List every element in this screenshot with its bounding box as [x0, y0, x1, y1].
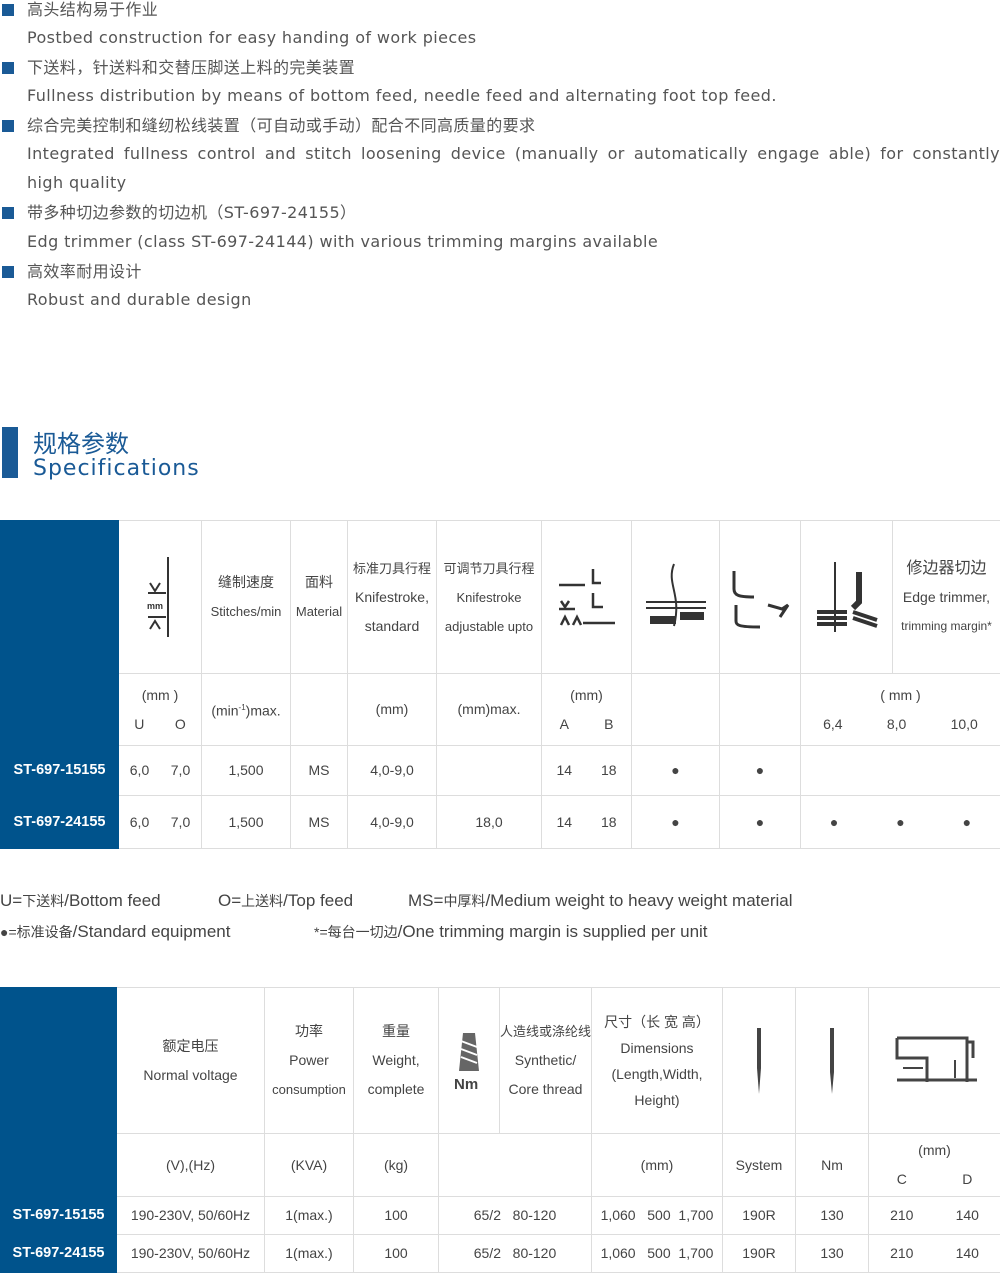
bullet-icon: [2, 4, 14, 16]
needle-feed-icon: [632, 521, 720, 674]
machine-clearance-icon: [869, 988, 1000, 1134]
bullet-icon: [2, 266, 14, 278]
bullet-icon: [2, 207, 14, 219]
needle-system-icon: [723, 988, 796, 1134]
model-header: [1, 521, 119, 746]
units-row: (V),(Hz) (KVA) (kg) (mm) System Nm (mm)C…: [1, 1134, 1000, 1197]
alternating-foot-icon: [720, 521, 801, 674]
model-header: [1, 988, 117, 1197]
svg-text:mm: mm: [147, 601, 163, 611]
thread-spool-icon: Nm: [439, 988, 500, 1134]
bullet-icon: [2, 120, 14, 132]
table-row: ST-697-24155 190-230V, 50/60Hz 1(max.) 1…: [1, 1235, 1000, 1273]
needle-size-icon: [796, 988, 869, 1134]
knife-ab-icon: [542, 521, 632, 674]
bullet-icon: [2, 62, 14, 74]
section-title-en: Specifications: [33, 456, 200, 481]
section-title-cn: 规格参数: [33, 424, 129, 459]
feed-stitch-length-icon: mm: [119, 521, 202, 674]
svg-text:Nm: Nm: [454, 1076, 478, 1091]
edge-trimmer-icon: [801, 521, 893, 674]
table-row: ST-697-15155 190-230V, 50/60Hz 1(max.) 1…: [1, 1197, 1000, 1235]
section-marker: [2, 427, 18, 478]
